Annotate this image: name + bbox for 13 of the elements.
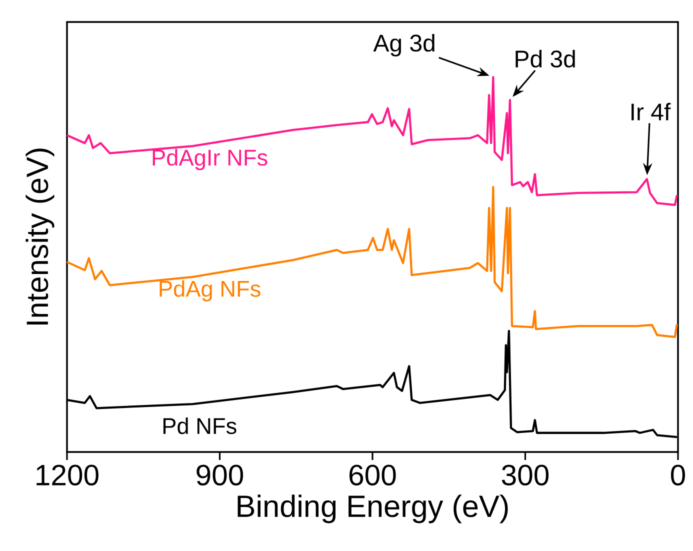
series-label: Pd NFs [163,417,236,434]
series-label: PdAg NFs [160,280,260,302]
annotation: Pd 3d [516,50,575,68]
series-label: PdAgIr NFs [152,149,268,170]
x-axis-title: Binding Energy (eV) [238,494,508,524]
annotation: Ir 4f [632,102,671,120]
x-tick-label: 900 [196,464,244,486]
y-axis-title: Intensity (eV) [26,148,54,325]
x-tick-label: 300 [502,464,549,486]
x-tick-label: 600 [350,464,396,486]
x-tick-label: 0 [670,464,685,486]
annotation: Ag 3d [373,34,434,56]
x-tick-label: 1200 [36,464,98,486]
